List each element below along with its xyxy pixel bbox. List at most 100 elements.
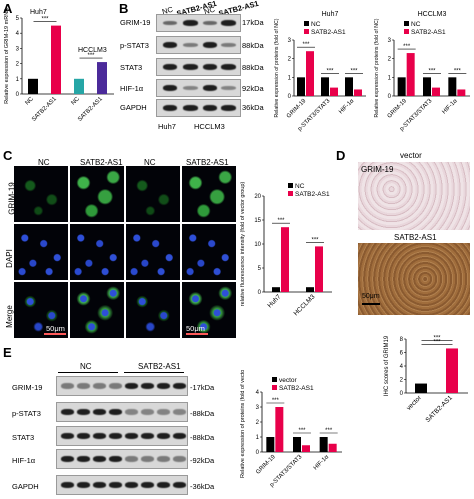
x-tick-label: NC xyxy=(71,96,82,107)
x-tick-label: vector xyxy=(405,394,423,412)
y-tick-label: 1 xyxy=(288,75,292,81)
micro-scalebar-label-1: 50μm xyxy=(46,324,65,333)
y-axis-title: IHC scores of GRIM19 xyxy=(384,335,390,396)
bar xyxy=(302,445,310,452)
legend-label: SATB2-AS1 xyxy=(295,191,330,198)
y-tick-label: 0 xyxy=(16,92,20,98)
legend-swatch xyxy=(304,21,309,26)
blot-b-kda-3: 88kDa xyxy=(242,63,264,72)
panel-a-chart: 0 1 2 3 4 5 Relative expression of GRIM-19 mRN… xyxy=(4,8,114,123)
micro-col-nc1: NC xyxy=(38,158,50,167)
y-tick-label: 0 xyxy=(400,391,404,397)
y-tick-label: 2 xyxy=(16,62,20,68)
blot-e-kda-3: -88kDa xyxy=(190,433,215,442)
blot-band xyxy=(173,456,186,462)
blot-band xyxy=(93,456,106,462)
blot-b-row-hif: HIF-1α xyxy=(120,84,144,93)
blot-band xyxy=(173,383,186,389)
blot-band xyxy=(157,409,170,415)
blot-band xyxy=(77,482,90,488)
sig-label: *** xyxy=(433,339,441,345)
x-tick-label: HIF-1α xyxy=(313,454,331,472)
y-tick-label: 0 xyxy=(256,450,260,456)
blot-e-group-line-nc xyxy=(58,372,118,373)
blot-b-strip-2 xyxy=(156,36,241,54)
blot-e-strip xyxy=(56,426,188,446)
panel-label-a: A xyxy=(3,1,13,16)
micro-tile xyxy=(14,166,68,222)
y-tick-label: 4 xyxy=(400,364,404,370)
blot-e-group-satb2: SATB2-AS1 xyxy=(138,362,181,371)
legend-label: vector xyxy=(279,377,298,384)
bar xyxy=(321,77,329,96)
bar xyxy=(330,87,338,96)
sig-label: *** xyxy=(298,428,306,434)
micro-tile xyxy=(126,166,180,222)
bar xyxy=(281,227,289,292)
blot-band xyxy=(141,482,154,488)
legend-label: SATB2-AS1 xyxy=(411,29,446,36)
blot-e-kda-1: -17kDa xyxy=(190,383,215,392)
y-tick-label: 0 xyxy=(288,94,292,100)
sig-label: *** xyxy=(41,17,49,23)
blot-e-row-stat3: STAT3 xyxy=(12,433,35,442)
bar xyxy=(28,78,38,94)
blot-band xyxy=(61,456,74,462)
panel-e-chart: 0 1 2 3 4 Relative expression of proteins (fo… xyxy=(240,370,342,489)
blot-band xyxy=(109,383,122,389)
y-tick-label: 1 xyxy=(16,77,20,83)
blot-band xyxy=(125,409,138,415)
x-tick-label: GRIM-19 xyxy=(286,98,308,120)
bar xyxy=(306,287,314,292)
y-tick-label: 3 xyxy=(16,46,20,52)
blot-b-strip-3 xyxy=(156,58,241,76)
micro-row-merge: Merge xyxy=(4,305,14,328)
blot-e-row-grim19: GRIM-19 xyxy=(12,383,43,392)
micro-tile xyxy=(70,282,124,338)
blot-band xyxy=(173,409,186,415)
blot-e-group-nc: NC xyxy=(80,362,92,371)
blot-band xyxy=(93,433,106,439)
blot-b-row-gapdh: GAPDH xyxy=(120,103,147,112)
blot-band xyxy=(93,409,106,415)
blot-e-kda-2: -88kDa xyxy=(190,409,215,418)
panel-b-chart-hcclm3: 0 1 2 3 Relative expression of proteins (fol… xyxy=(374,11,470,133)
sig-label: *** xyxy=(433,335,441,341)
micro-col-satb1: SATB2-AS1 xyxy=(80,158,123,167)
y-tick-label: 0 xyxy=(388,94,392,100)
panel-d-ihc: vector GRIM-19 SATB2-AS1 50μm xyxy=(340,148,474,344)
legend-label: SATB2-AS1 xyxy=(279,385,314,392)
x-tick-label: SATB2-AS1 xyxy=(31,96,58,123)
panel-b-chart-huh7: 0 1 2 3 Relative expression of proteins (fol… xyxy=(274,11,366,133)
micro-scalebar-label-2: 50μm xyxy=(186,324,205,333)
bar xyxy=(319,437,328,452)
x-tick-label: HIF-1α xyxy=(338,98,356,116)
x-tick-label: GRIM-19 xyxy=(255,454,277,476)
bar xyxy=(415,383,427,393)
blot-band xyxy=(157,482,170,488)
legend-label: NC xyxy=(295,183,305,190)
blot-e-row-pstat3: p-STAT3 xyxy=(12,409,41,418)
blot-b-strip-1 xyxy=(156,14,241,32)
blot-b-strip-5 xyxy=(156,99,241,117)
micro-tile xyxy=(70,224,124,280)
y-tick-label: 10 xyxy=(254,242,261,248)
blot-e-strip xyxy=(56,402,188,422)
blot-band xyxy=(109,433,122,439)
ihc-image-satb2: 50μm xyxy=(358,243,470,315)
legend-swatch xyxy=(272,377,277,382)
legend-swatch xyxy=(288,191,293,196)
legend-swatch xyxy=(404,29,409,34)
x-tick-label: HIF-1α xyxy=(441,98,459,116)
ihc-scalebar-label: 50μm xyxy=(362,293,380,300)
bar xyxy=(51,25,61,95)
micro-tile xyxy=(182,224,236,280)
bar xyxy=(446,348,458,393)
y-axis-title: Relative expression of proteins (fold of… xyxy=(240,370,246,478)
blot-band xyxy=(93,482,106,488)
sig-label: *** xyxy=(87,53,95,59)
blot-e-kda-4: -92kDa xyxy=(190,456,215,465)
ihc-title-satb2: SATB2-AS1 xyxy=(394,233,437,242)
micro-col-satb2: SATB2-AS1 xyxy=(186,158,229,167)
blot-band xyxy=(77,456,90,462)
